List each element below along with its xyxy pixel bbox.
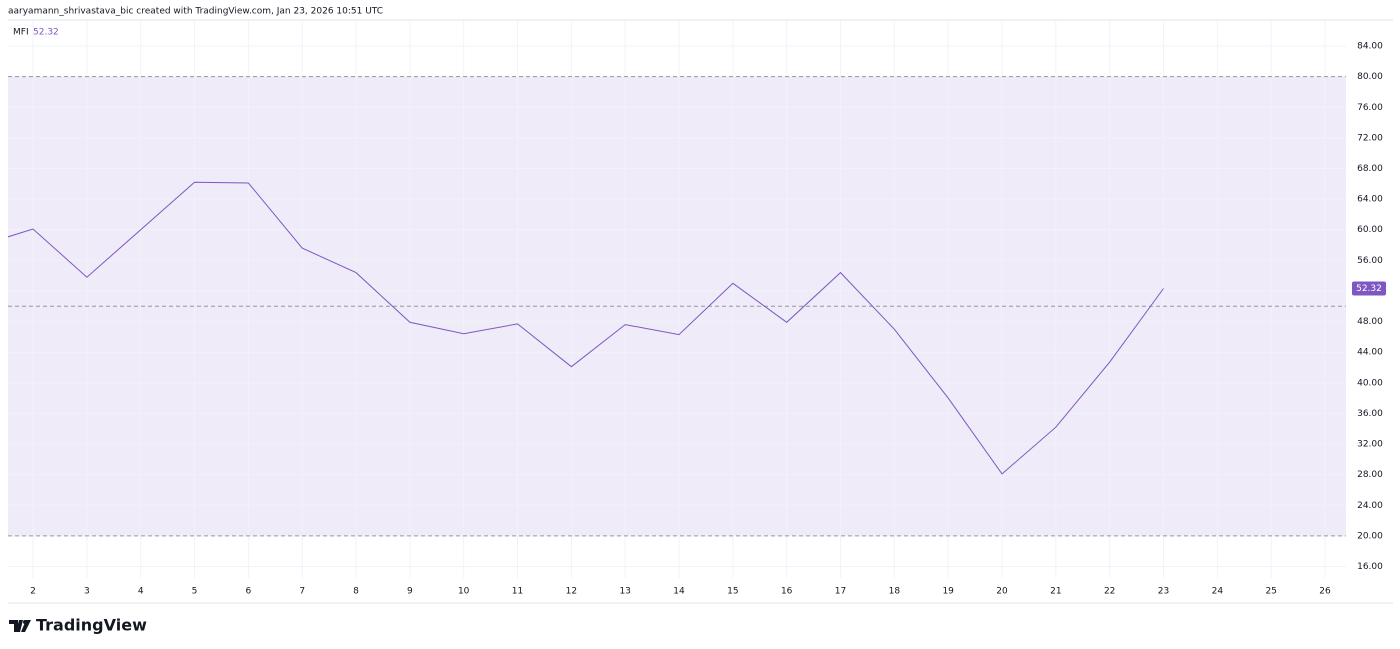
- x-tick-label: 21: [1050, 587, 1061, 597]
- y-tick-label: 24.00: [1357, 501, 1383, 511]
- y-tick-label: 56.00: [1357, 256, 1383, 266]
- y-tick-label: 36.00: [1357, 409, 1383, 419]
- y-tick-label: 20.00: [1357, 531, 1383, 541]
- x-tick-label: 26: [1319, 587, 1331, 597]
- y-tick-label: 40.00: [1357, 378, 1383, 388]
- x-tick-label: 15: [727, 587, 738, 597]
- y-tick-label: 80.00: [1357, 72, 1383, 82]
- x-tick-label: 24: [1212, 587, 1224, 597]
- x-tick-label: 5: [192, 587, 198, 597]
- y-tick-label: 16.00: [1357, 562, 1383, 572]
- logo: [9, 620, 31, 632]
- last-value-label: 52.32: [1356, 284, 1382, 294]
- x-tick-label: 18: [889, 587, 901, 597]
- y-tick-label: 76.00: [1357, 103, 1383, 113]
- last-value-badge: [1352, 281, 1386, 296]
- y-tick-label: 64.00: [1357, 195, 1383, 205]
- x-tick-label: 8: [353, 587, 359, 597]
- x-tick-label: 12: [566, 587, 577, 597]
- y-tick-label: 68.00: [1357, 164, 1383, 174]
- y-tick-label: 84.00: [1357, 42, 1383, 52]
- x-tick-label: 13: [619, 587, 630, 597]
- x-tick-label: 10: [458, 587, 470, 597]
- x-tick-label: 2: [30, 587, 36, 597]
- y-tick-label: 60.00: [1357, 225, 1383, 235]
- x-tick-label: 23: [1158, 587, 1169, 597]
- x-tick-label: 11: [512, 587, 523, 597]
- x-tick-label: 6: [245, 587, 251, 597]
- x-tick-label: 4: [138, 587, 144, 597]
- legend-name: MFI: [13, 28, 29, 38]
- x-tick-label: 25: [1265, 587, 1276, 597]
- y-tick-label: 48.00: [1357, 317, 1383, 327]
- x-tick-label: 16: [781, 587, 793, 597]
- x-tick-label: 17: [835, 587, 846, 597]
- x-tick-label: 9: [407, 587, 413, 597]
- x-tick-label: 20: [996, 587, 1008, 597]
- x-tick-label: 19: [942, 587, 954, 597]
- x-tick-label: 22: [1104, 587, 1115, 597]
- y-tick-label: 28.00: [1357, 470, 1383, 480]
- footer-brand: TradingView: [36, 616, 147, 635]
- header: aaryamann_shrivastava_bic created with T…: [8, 7, 383, 17]
- legend-value: 52.32: [33, 28, 59, 38]
- x-tick-label: 7: [299, 587, 305, 597]
- y-tick-label: 32.00: [1357, 440, 1383, 450]
- y-tick-label: 72.00: [1357, 133, 1383, 143]
- x-tick-label: 14: [673, 587, 685, 597]
- x-tick-label: 3: [84, 587, 90, 597]
- mfi-line: [8, 181, 1164, 475]
- y-tick-label: 44.00: [1357, 348, 1383, 358]
